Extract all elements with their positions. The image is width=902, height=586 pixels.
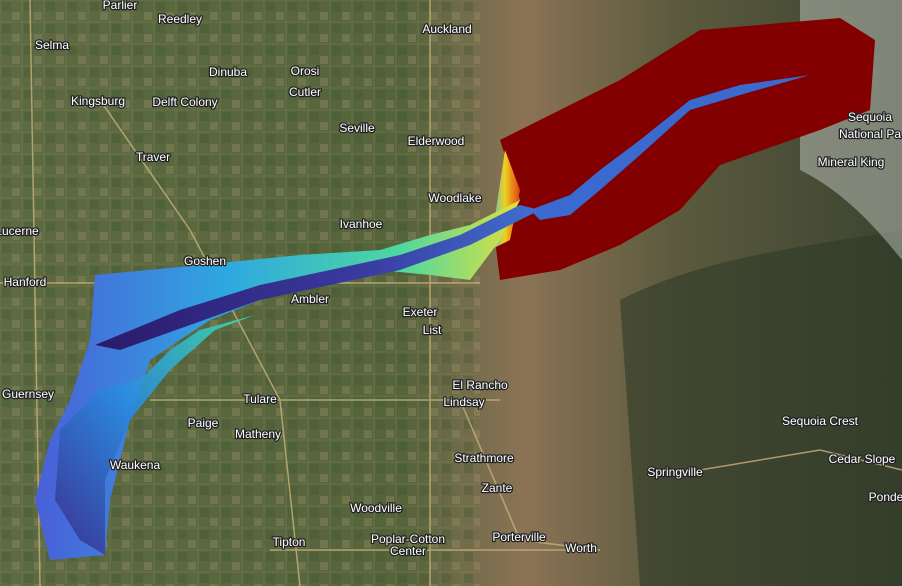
place-label: Poplar-Cotton <box>371 532 445 546</box>
place-label: List <box>423 323 442 337</box>
place-label: Kingsburg <box>71 94 125 108</box>
place-label: Strathmore <box>454 451 514 465</box>
place-label: Goshen <box>184 254 226 268</box>
flood-extent <box>35 200 520 560</box>
place-label: Cutler <box>289 85 321 99</box>
place-label: Zante <box>482 481 513 495</box>
place-label: Waukena <box>110 458 161 472</box>
place-label: Sequoia <box>848 110 892 124</box>
place-label: Lucerne <box>0 224 39 238</box>
place-label: Worth <box>565 541 597 555</box>
place-label: El Rancho <box>452 378 508 392</box>
place-label: Orosi <box>291 64 320 78</box>
place-label: Mineral King <box>818 155 885 169</box>
mountains <box>620 230 902 586</box>
place-label: Guernsey <box>2 387 54 401</box>
place-label: Auckland <box>422 22 471 36</box>
place-label: Dinuba <box>209 65 247 79</box>
place-label: Sequoia Crest <box>782 414 859 428</box>
place-label: Cedar Slope <box>829 452 896 466</box>
place-label: Hanford <box>4 275 47 289</box>
place-label: Exeter <box>403 305 438 319</box>
place-labels: Parlier Reedley Auckland Selma Dinuba Orosi Ki… <box>0 0 902 559</box>
place-label: Ivanhoe <box>340 217 383 231</box>
place-label: Lindsay <box>443 395 484 409</box>
place-label: Matheny <box>235 427 281 441</box>
place-label: Reedley <box>158 12 202 26</box>
place-label: Elderwood <box>408 134 465 148</box>
place-label: Ponder <box>869 490 902 504</box>
river-channel <box>530 75 810 220</box>
place-label: Selma <box>35 38 69 52</box>
flood-extent-south <box>55 315 255 555</box>
place-label: Tulare <box>243 392 277 406</box>
place-label: Ambler <box>291 292 329 306</box>
place-label: Seville <box>339 121 375 135</box>
flood-channel <box>95 205 540 350</box>
place-label: Delft Colony <box>152 95 217 109</box>
place-label: Parlier <box>103 0 138 12</box>
place-label: Traver <box>136 150 170 164</box>
place-label: Woodville <box>350 501 402 515</box>
place-label: Center <box>390 544 426 558</box>
place-label: Paige <box>188 416 219 430</box>
place-label: National Pa <box>839 127 901 141</box>
place-label: Woodlake <box>428 191 481 205</box>
place-label: Springville <box>647 465 703 479</box>
place-label: Porterville <box>492 530 546 544</box>
place-label: Tipton <box>273 535 306 549</box>
